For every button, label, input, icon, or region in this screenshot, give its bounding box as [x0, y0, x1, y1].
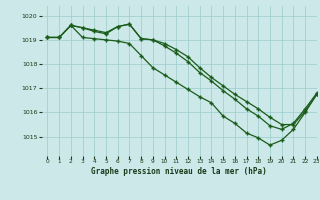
X-axis label: Graphe pression niveau de la mer (hPa): Graphe pression niveau de la mer (hPa) [91, 167, 267, 176]
